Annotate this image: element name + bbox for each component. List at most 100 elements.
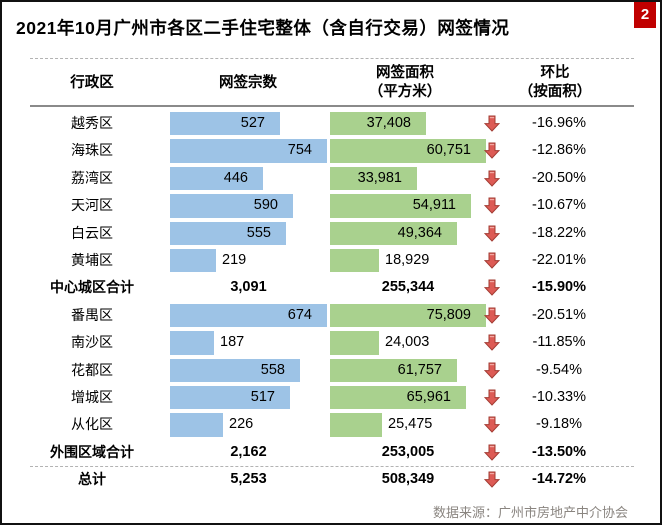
table-row-district: 荔湾区 446 33,981 -20.50% — [2, 165, 660, 192]
column-header-mom-line2: （按面积） — [518, 84, 592, 100]
area-total-value: 508,349 — [381, 471, 435, 488]
table-row-district: 番禺区 674 75,809 -20.51% — [2, 302, 660, 329]
down-arrow-icon — [484, 307, 500, 324]
mom-percent-value: -22.01% — [531, 251, 586, 268]
deals-bar — [170, 139, 327, 163]
column-header-mom-line1: 环比 — [540, 65, 570, 81]
page-title: 2021年10月广州市各区二手住宅整体（含自行交易）网签情况 — [16, 18, 510, 38]
area-bar — [330, 385, 466, 410]
down-arrow-icon — [484, 389, 500, 406]
area-value: 60,751 — [426, 142, 471, 159]
district-name: 总计 — [78, 471, 106, 488]
column-header-area-line1: 网签面积 — [376, 65, 434, 81]
table-row-grand: 总计 5,253 508,349 -14.72% — [2, 466, 660, 493]
deals-value: 555 — [246, 224, 271, 241]
area-bar — [330, 248, 379, 273]
district-name: 越秀区 — [71, 115, 113, 131]
table-row-district: 增城区 517 65,961 -10.33% — [2, 384, 660, 411]
district-name: 中心城区合计 — [50, 279, 134, 296]
district-name: 南沙区 — [71, 334, 113, 351]
district-name: 从化区 — [71, 416, 113, 433]
down-arrow-icon — [484, 279, 500, 297]
mom-percent-value: -18.22% — [531, 224, 586, 241]
grand-total-divider — [30, 466, 634, 467]
title-divider — [30, 58, 634, 59]
deals-bar — [170, 358, 300, 382]
area-value: 75,809 — [426, 306, 471, 323]
down-arrow-icon — [484, 197, 500, 214]
column-header-deals-label: 网签宗数 — [219, 74, 277, 91]
column-header-mom: 环比 （按面积） — [494, 62, 616, 104]
deals-value: 219 — [222, 251, 247, 268]
mom-percent-value: -10.67% — [531, 197, 586, 214]
table-row-district: 花都区 558 61,757 -9.54% — [2, 357, 660, 384]
area-bar — [330, 303, 486, 328]
mom-percent-value: -9.18% — [536, 416, 582, 433]
area-value: 54,911 — [412, 197, 456, 214]
deals-bar — [170, 413, 223, 437]
district-name: 花都区 — [71, 361, 113, 378]
deals-value: 558 — [260, 361, 285, 378]
table-row-subtotal: 外围区域合计 2,162 253,005 -13.50% — [2, 439, 660, 466]
area-bar — [330, 166, 417, 191]
deals-total-value: 3,091 — [230, 279, 267, 296]
mom-percent-value: -9.54% — [536, 361, 582, 378]
down-arrow-icon — [484, 416, 500, 434]
deals-bar — [170, 248, 216, 273]
column-header-area: 网签面积 （平方米） — [344, 62, 466, 104]
district-name: 番禺区 — [71, 306, 113, 323]
column-header-district: 行政区 — [32, 62, 152, 104]
table-row-district: 南沙区 187 24,003 -11.85% — [2, 329, 660, 356]
area-total-value: 253,005 — [381, 443, 435, 460]
deals-bar — [170, 303, 327, 328]
district-name: 外围区域合计 — [50, 443, 134, 460]
deals-total-value: 2,162 — [230, 443, 267, 460]
deals-value: 590 — [253, 197, 278, 214]
table-row-district: 白云区 555 49,364 -18.22% — [2, 220, 660, 247]
area-bar — [330, 194, 471, 218]
mom-percent-value: -10.33% — [531, 388, 586, 405]
area-total-value: 255,344 — [381, 279, 435, 296]
down-arrow-icon — [484, 362, 500, 379]
deals-bar — [170, 331, 214, 355]
table-body: 越秀区 527 37,408 -16.96% 海珠区 754 60,751 -12.86% 荔湾… — [2, 110, 660, 493]
down-arrow-icon — [484, 444, 500, 461]
down-arrow-icon — [484, 334, 500, 351]
down-arrow-icon — [484, 115, 500, 132]
mom-percent-value: -14.72% — [531, 471, 586, 488]
deals-bar — [170, 166, 263, 191]
deals-value: 446 — [223, 169, 248, 186]
area-value: 65,961 — [406, 388, 451, 405]
deals-total-value: 5,253 — [230, 471, 267, 488]
table-row-district: 越秀区 527 37,408 -16.96% — [2, 110, 660, 137]
column-header-district-label: 行政区 — [70, 74, 114, 91]
mom-percent-value: -11.85% — [532, 334, 586, 351]
mom-percent-value: -13.50% — [531, 443, 586, 460]
table-row-district: 天河区 590 54,911 -10.67% — [2, 192, 660, 219]
area-bar — [330, 221, 457, 245]
area-value: 33,981 — [357, 169, 402, 186]
deals-value: 226 — [229, 416, 254, 433]
mom-percent-value: -16.96% — [531, 115, 586, 131]
area-bar — [330, 112, 426, 136]
column-header-deals: 网签宗数 — [188, 62, 308, 104]
deals-value: 527 — [240, 115, 265, 131]
district-name: 黄埔区 — [71, 251, 113, 268]
area-bar — [330, 331, 379, 355]
mom-percent-value: -12.86% — [531, 142, 586, 159]
down-arrow-icon — [484, 471, 500, 488]
area-value: 37,408 — [366, 115, 411, 131]
down-arrow-icon — [484, 252, 500, 269]
down-arrow-icon — [484, 170, 500, 187]
mom-percent-value: -15.90% — [531, 279, 586, 296]
down-arrow-icon — [484, 142, 500, 160]
area-value: 18,929 — [385, 251, 430, 268]
area-value: 49,364 — [397, 224, 442, 241]
district-name: 增城区 — [71, 388, 113, 405]
deals-value: 674 — [287, 306, 312, 323]
area-value: 24,003 — [385, 334, 430, 351]
district-name: 荔湾区 — [71, 169, 113, 186]
deals-bar — [170, 385, 290, 410]
deals-bar — [170, 194, 293, 218]
